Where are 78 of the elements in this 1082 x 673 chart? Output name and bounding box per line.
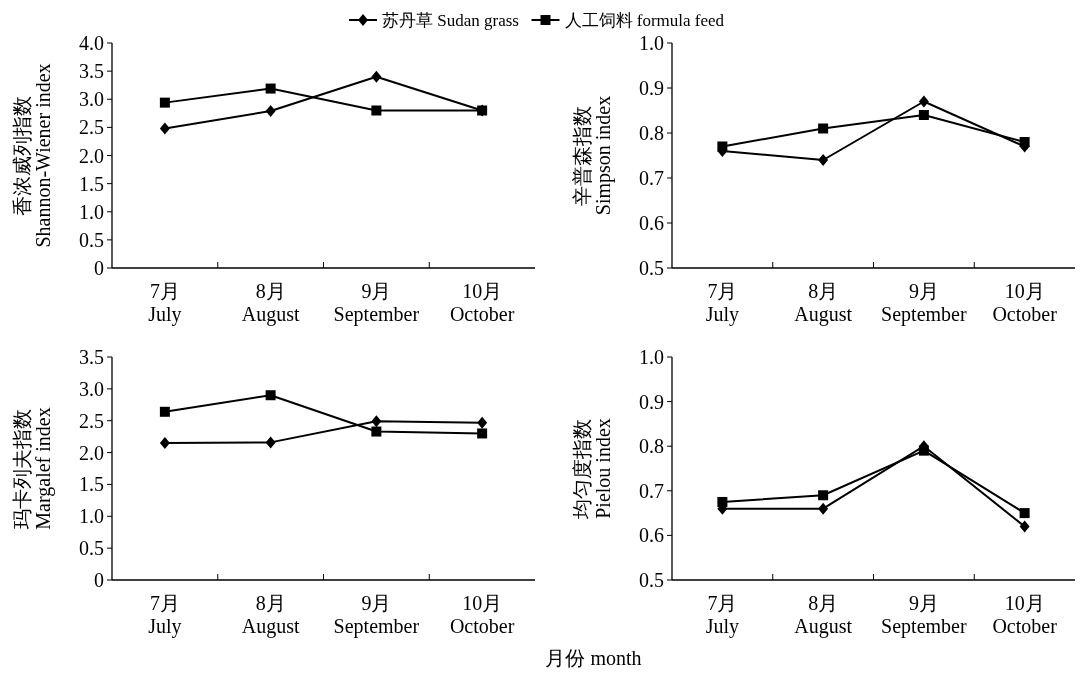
y-tick-label: 2.5 xyxy=(79,116,104,139)
x-tick-label: 7月 July xyxy=(148,592,182,638)
y-tick-label: 0.7 xyxy=(639,167,664,189)
point xyxy=(1019,137,1030,147)
x-tick-label: 7月 July xyxy=(148,280,182,326)
x-tick-label: 8月 August xyxy=(241,280,300,326)
point xyxy=(371,426,382,437)
y-tick-label: 1.0 xyxy=(639,32,664,54)
point xyxy=(265,105,276,118)
point xyxy=(818,490,829,501)
point xyxy=(265,390,276,401)
x-tick-label: 8月 August xyxy=(794,280,853,326)
point xyxy=(818,123,829,134)
point xyxy=(371,105,382,116)
x-tick-label: 9月 September xyxy=(881,592,967,638)
point xyxy=(918,110,929,120)
point xyxy=(371,415,382,428)
point xyxy=(477,428,488,439)
point xyxy=(918,95,929,108)
y-tick-label: 0.5 xyxy=(639,569,664,591)
point xyxy=(159,406,170,417)
x-tick-label: 10月 October xyxy=(449,592,515,637)
y-tick-label: 0 xyxy=(94,257,104,279)
y-tick-label: 1.0 xyxy=(79,505,104,528)
legend-label: 苏丹草 Sudan grass xyxy=(382,10,519,30)
y-axis-title: 均匀度指数 Pielou index xyxy=(571,418,614,520)
y-tick-label: 2.0 xyxy=(79,441,104,464)
point xyxy=(159,97,170,108)
y-tick-label: 0.9 xyxy=(639,390,664,413)
point xyxy=(371,70,382,83)
y-tick-label: 0.5 xyxy=(79,537,104,560)
y-axis-title: 香浓威列指数 Shannon-Wiener index xyxy=(11,63,54,248)
x-tick-label: 8月 August xyxy=(241,592,300,638)
point xyxy=(918,445,929,456)
x-tick-label: 9月 September xyxy=(333,280,420,326)
x-tick-label: 7月 July xyxy=(705,592,740,638)
point xyxy=(818,502,829,515)
y-tick-label: 0.6 xyxy=(639,524,664,547)
y-tick-label: 1.5 xyxy=(79,172,104,195)
y-tick-label: 0.5 xyxy=(79,228,104,251)
y-tick-label: 0.6 xyxy=(639,212,664,234)
point xyxy=(265,83,276,94)
x-tick-label: 8月 August xyxy=(794,592,853,638)
y-tick-label: 0.7 xyxy=(639,479,664,502)
x-tick-label: 9月 September xyxy=(881,280,967,326)
y-tick-label: 4.0 xyxy=(79,32,104,54)
x-tick-label: 10月 October xyxy=(992,592,1058,637)
y-tick-label: 2.5 xyxy=(79,409,104,432)
x-tick-label: 10月 October xyxy=(992,280,1058,325)
y-tick-label: 0.5 xyxy=(639,257,664,279)
x-tick-label: 9月 September xyxy=(333,592,420,638)
y-axis-title: 玛卡列夫指数 Margalef index xyxy=(11,407,55,530)
point xyxy=(1019,520,1030,533)
y-tick-label: 1.0 xyxy=(79,200,104,223)
point xyxy=(717,141,728,152)
y-tick-label: 3.5 xyxy=(79,60,104,83)
point xyxy=(477,416,488,429)
y-tick-label: 3.5 xyxy=(79,346,104,368)
y-tick-label: 0.8 xyxy=(639,122,664,144)
y-tick-label: 0.9 xyxy=(639,77,664,99)
y-axis-title: 辛普森指数 Simpson index xyxy=(571,95,615,216)
y-tick-label: 1.5 xyxy=(79,473,104,496)
y-tick-label: 3.0 xyxy=(79,88,104,111)
point xyxy=(159,122,170,135)
x-tick-label: 7月 July xyxy=(705,280,740,326)
legend-label: 人工饲料 formula feed xyxy=(564,10,725,30)
point xyxy=(818,154,829,166)
point xyxy=(159,437,170,450)
y-tick-label: 0 xyxy=(94,569,104,591)
y-tick-label: 2.0 xyxy=(79,144,104,167)
point xyxy=(717,496,728,507)
x-tick-label: 10月 October xyxy=(449,280,515,325)
point xyxy=(1019,508,1030,519)
y-tick-label: 3.0 xyxy=(79,377,104,400)
x-axis-title: 月份 month xyxy=(545,647,642,669)
y-tick-label: 0.8 xyxy=(639,435,664,458)
y-tick-label: 1.0 xyxy=(639,346,664,368)
point xyxy=(265,436,276,449)
